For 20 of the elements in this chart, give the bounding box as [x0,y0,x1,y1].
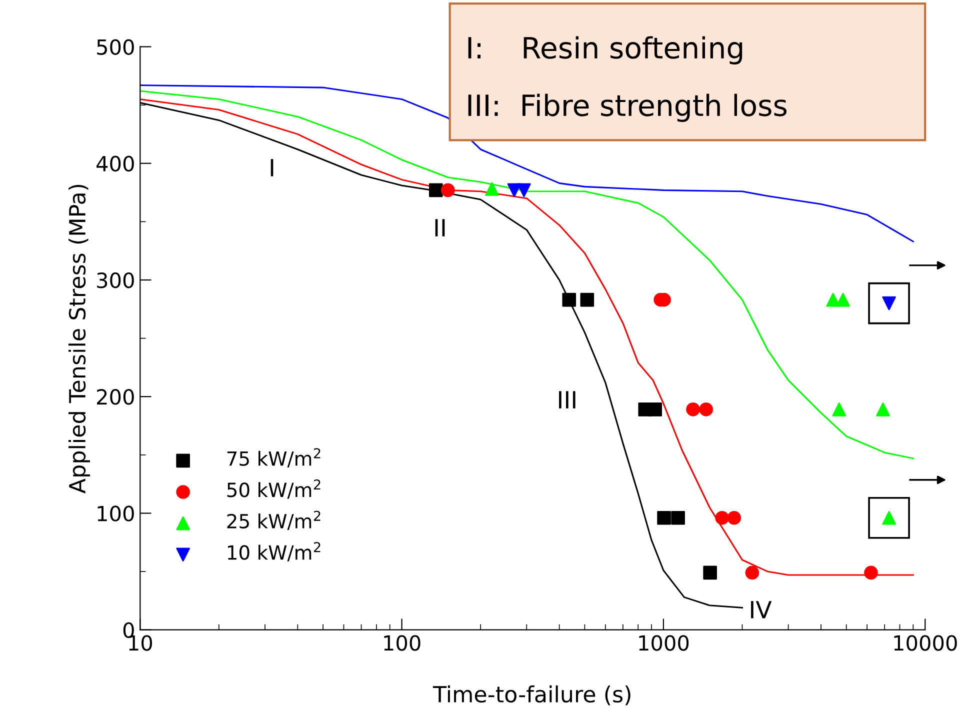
legend-label: 75 kW/m$^{2}$ [227,448,320,468]
x-tick-label: 10000 [894,635,957,651]
y-tick-label: 400 [96,156,134,172]
y-tick-label: 200 [97,389,134,405]
legend-label: 50 kW/m$^{2}$ [227,479,320,499]
x-axis-title: Time-to-failure (s) [432,685,630,706]
annotation: II [435,219,445,236]
y-tick-label: 300 [97,272,134,288]
annotation: III [559,391,576,408]
y-tick-label: 500 [97,39,134,55]
legend-label: 25 kW/m$^{2}$ [227,510,320,530]
x-tick-label: 1000 [639,635,689,651]
y-axis-title: Applied Tensile Stress (MPa) [68,184,90,494]
annotation: IV [751,601,772,618]
annotation: I: Resin softening [468,36,742,64]
annotation: I [270,159,274,176]
x-tick-label: 100 [384,635,420,651]
annotation: III: Fibre strength loss [468,94,787,122]
legend-label: 10 kW/m$^{2}$ [228,542,320,562]
y-tick-label: 100 [98,506,134,522]
